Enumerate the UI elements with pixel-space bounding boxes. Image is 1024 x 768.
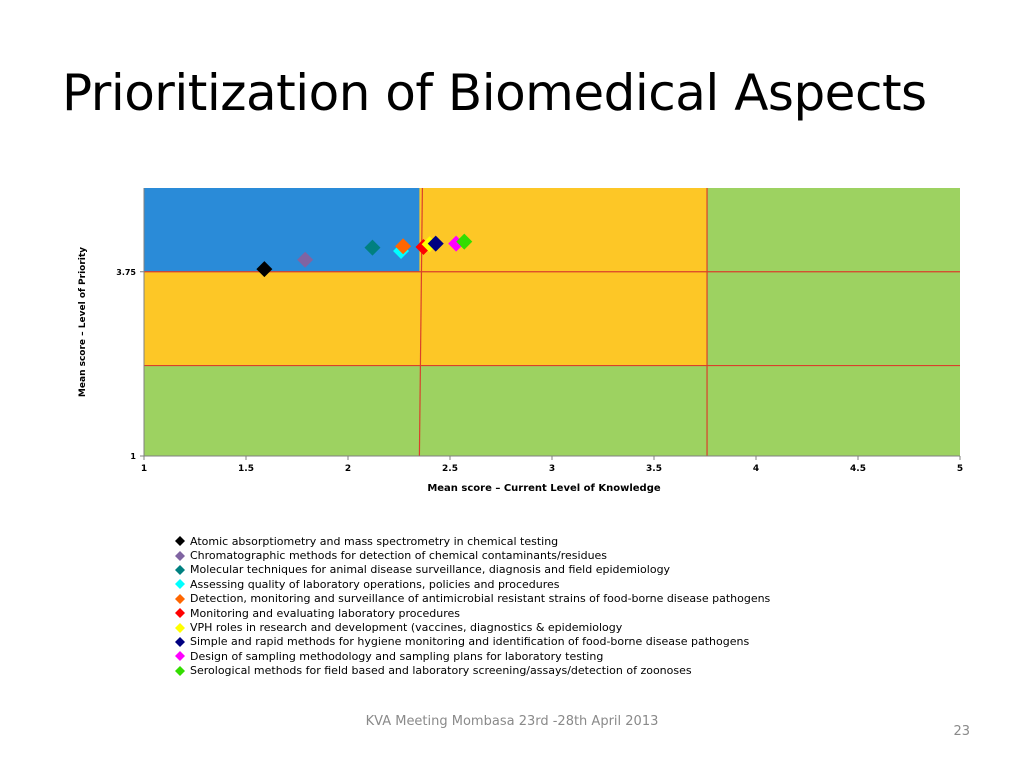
x-tick-label: 5 [957, 464, 963, 474]
data-point-8 [427, 235, 444, 252]
x-tick-label: 1.5 [238, 464, 254, 474]
legend-item-7: VPH roles in research and development (v… [174, 620, 770, 634]
y-tick-label: 1 [130, 452, 136, 461]
legend-item-4: Assessing quality of laboratory operatio… [174, 577, 770, 591]
legend-item-2: Chromatographic methods for detection of… [174, 548, 770, 562]
x-tick-label: 4 [753, 464, 759, 474]
legend-item-9: Design of sampling methodology and sampl… [174, 649, 770, 663]
x-tick-label: 3.5 [646, 464, 662, 474]
legend-label: Assessing quality of laboratory operatio… [190, 577, 560, 591]
legend-label: Detection, monitoring and surveillance o… [190, 592, 771, 606]
legend-marker-diamond-icon [175, 665, 185, 676]
legend-label: Serological methods for field based and … [190, 664, 692, 678]
legend-label: Atomic absorptiometry and mass spectrome… [190, 534, 559, 548]
legend-marker-diamond-icon [175, 593, 185, 604]
x-tick-label: 3 [549, 464, 555, 474]
legend-marker-diamond-icon [175, 564, 185, 575]
legend-label: Monitoring and evaluating laboratory pro… [190, 606, 461, 620]
legend-item-1: Atomic absorptiometry and mass spectrome… [174, 534, 770, 548]
y-axis-title: Mean score – Level of Priority [78, 247, 88, 397]
y-tick-label: 3.75 [116, 268, 136, 277]
legend-marker-diamond-icon [175, 550, 185, 561]
legend-label: Design of sampling methodology and sampl… [190, 649, 604, 663]
legend-marker-diamond-icon [175, 622, 185, 633]
legend-label: Simple and rapid methods for hygiene mon… [190, 635, 750, 649]
x-tick-label: 1 [141, 464, 147, 474]
x-axis-title: Mean score – Current Level of Knowledge [427, 483, 661, 494]
legend-item-10: Serological methods for field based and … [174, 664, 770, 678]
slide-title: Prioritization of Biomedical Aspects [62, 64, 927, 122]
legend-label: Chromatographic methods for detection of… [190, 549, 608, 563]
legend-marker-diamond-icon [175, 579, 185, 590]
legend-marker-diamond-icon [175, 651, 185, 662]
x-tick-label: 2 [345, 464, 351, 474]
chart-legend: Atomic absorptiometry and mass spectrome… [174, 534, 770, 678]
slide-footer: KVA Meeting Mombasa 23rd -28th April 201… [365, 714, 659, 729]
zone-blue [144, 188, 420, 272]
x-tick-label: 4.5 [850, 464, 866, 474]
divider-line-vertical-1 [418, 187, 423, 457]
legend-item-8: Simple and rapid methods for hygiene mon… [174, 635, 770, 649]
data-point-2 [297, 251, 314, 268]
data-point-1 [256, 261, 273, 278]
legend-label: Molecular techniques for animal disease … [190, 563, 671, 577]
data-point-3 [364, 239, 381, 256]
legend-marker-diamond-icon [175, 636, 185, 647]
legend-marker-diamond-icon [175, 608, 185, 619]
legend-item-3: Molecular techniques for animal disease … [174, 563, 770, 577]
legend-item-6: Monitoring and evaluating laboratory pro… [174, 606, 770, 620]
data-point-5 [395, 238, 412, 255]
x-tick-label: 2.5 [442, 464, 458, 474]
legend-label: VPH roles in research and development (v… [190, 621, 623, 635]
legend-item-5: Detection, monitoring and surveillance o… [174, 592, 770, 606]
page-number: 23 [953, 724, 970, 739]
data-point-10 [456, 233, 473, 250]
legend-marker-diamond-icon [175, 536, 185, 547]
